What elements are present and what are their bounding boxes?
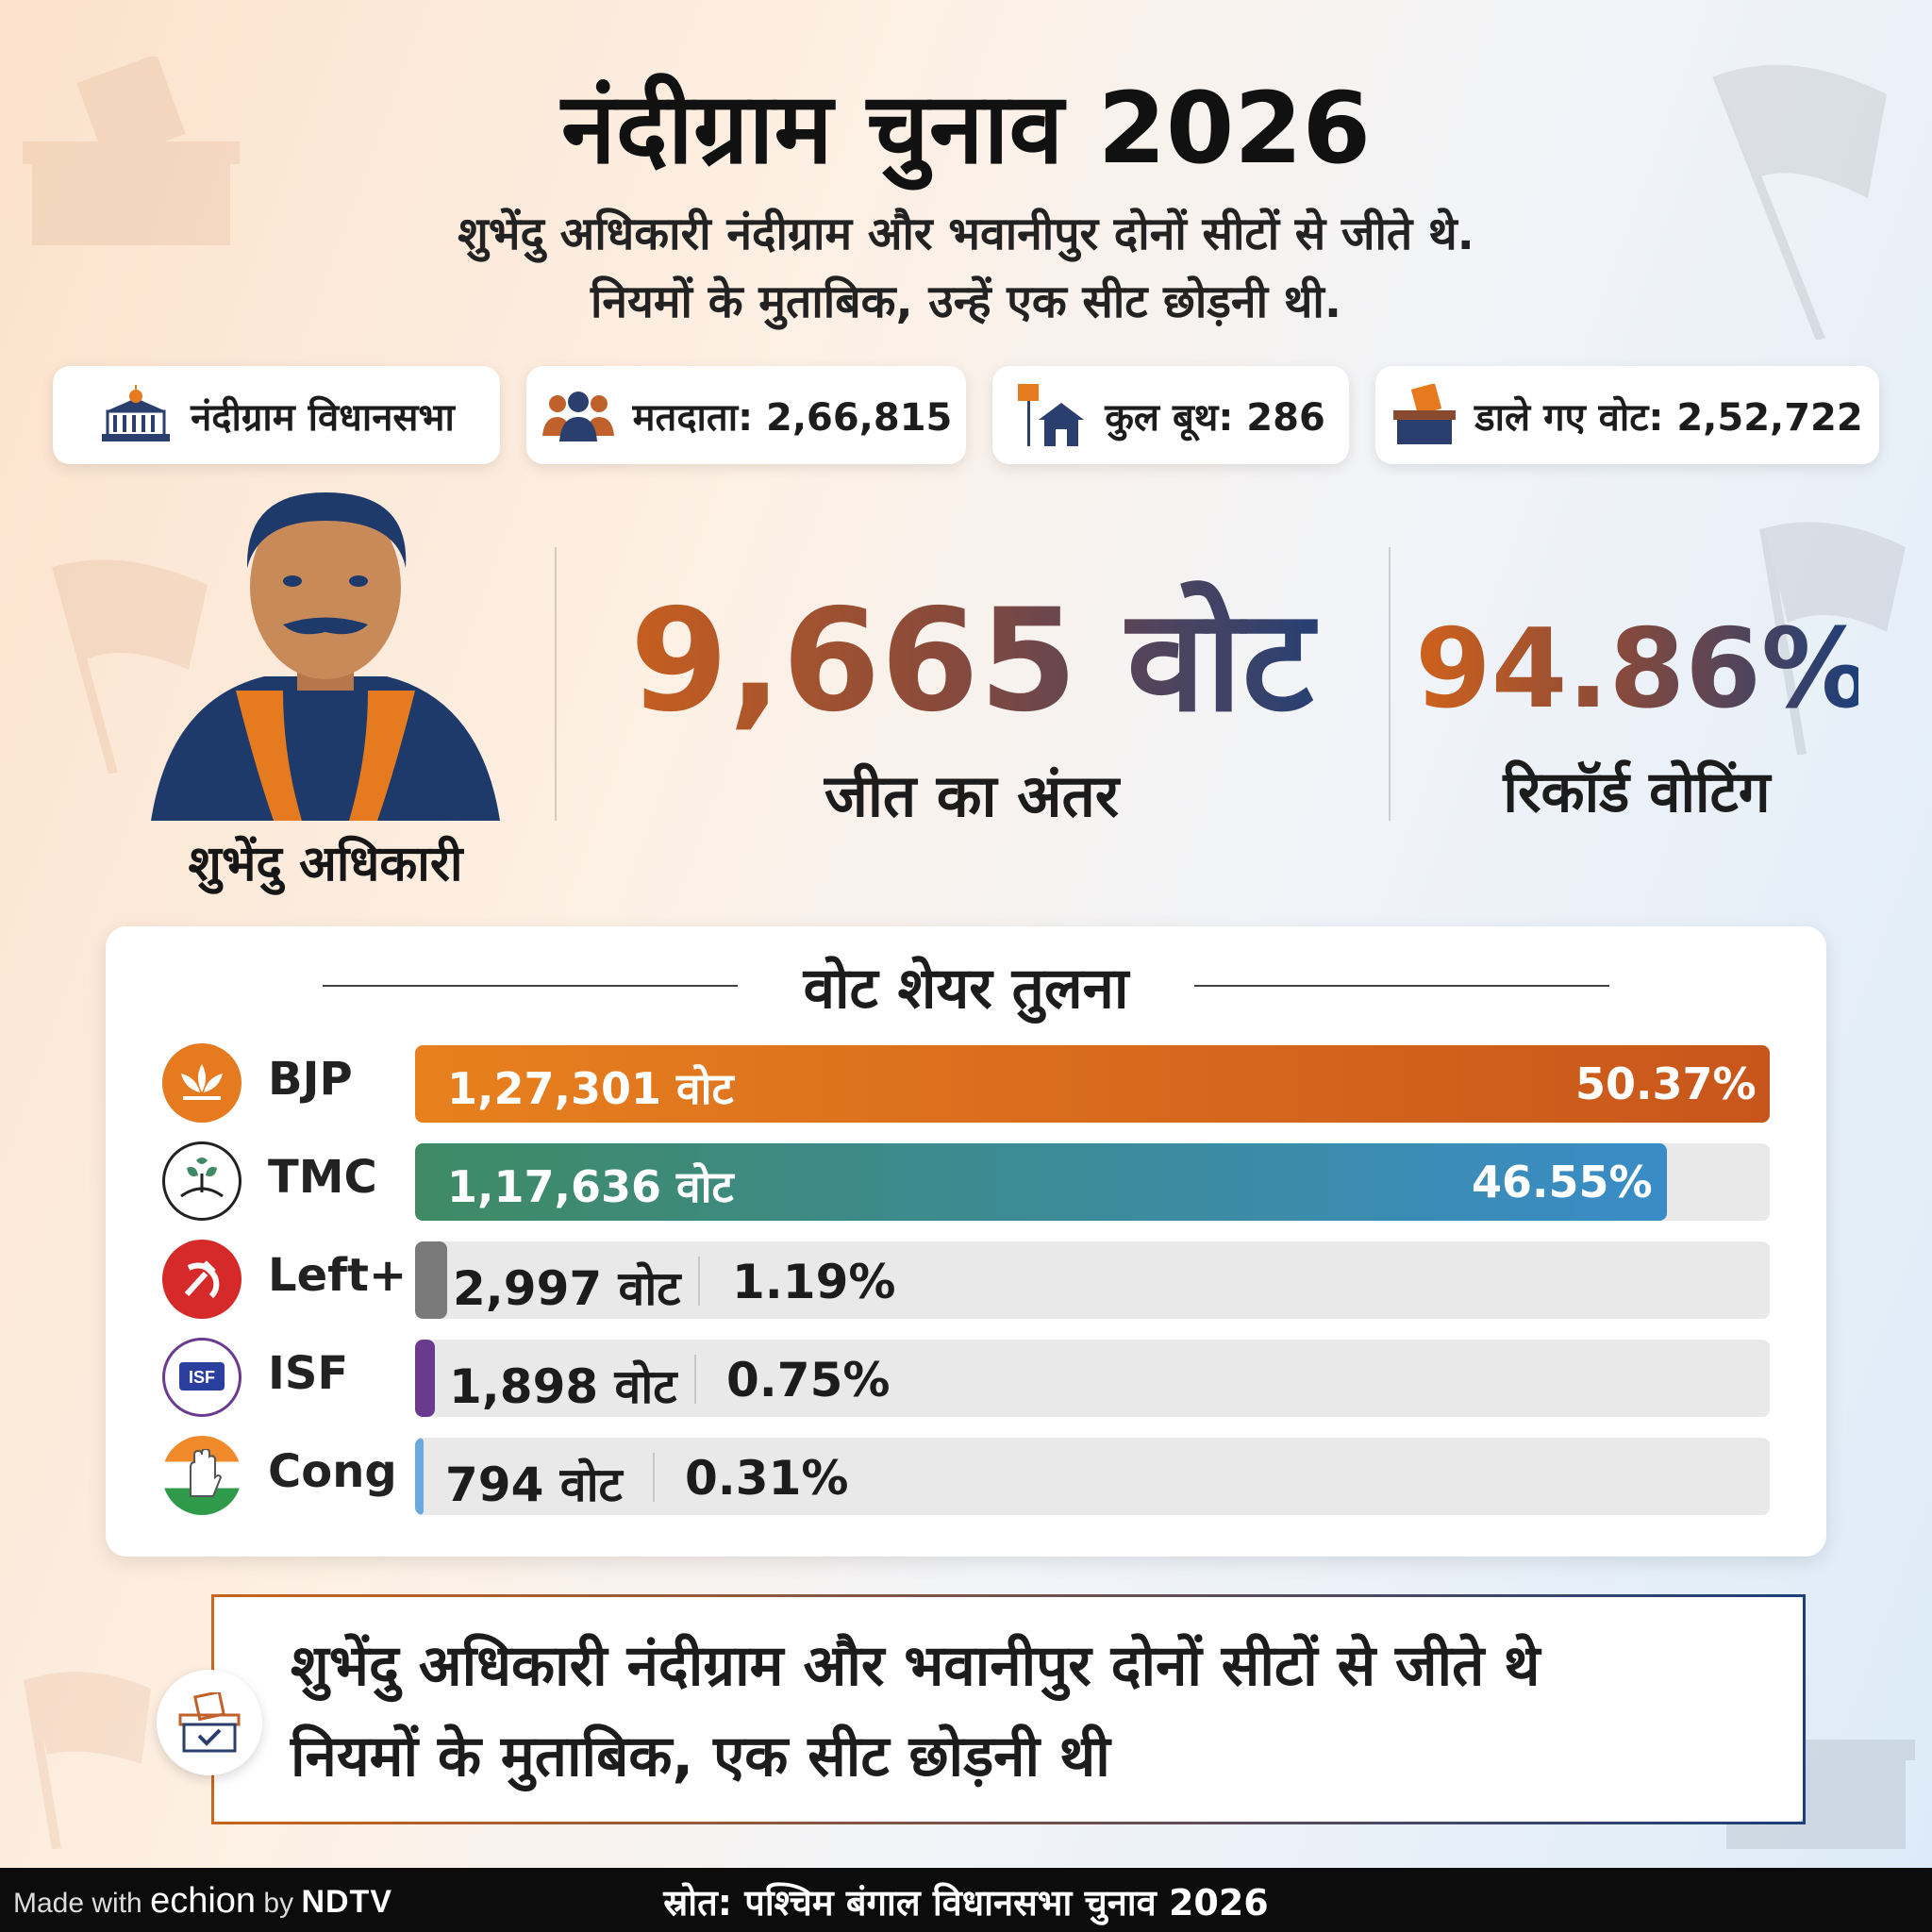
isf-flag-icon: ISF <box>162 1338 242 1417</box>
percent-label: 1.19% <box>732 1255 896 1309</box>
flag-bg-icon <box>1712 64 1887 340</box>
svg-text:ISF: ISF <box>189 1368 215 1387</box>
stat-assembly-label: नंदीग्राम विधानसभा <box>191 395 455 440</box>
divider <box>1389 547 1391 821</box>
win-margin-label: जीत का अंतर <box>824 761 1120 830</box>
stat-voters-label: मतदाता: 2,66,815 <box>632 395 953 440</box>
title-rule-left <box>323 985 738 987</box>
note-text: शुभेंदु अधिकारी नंदीग्राम और भवानीपुर दो… <box>291 1621 1800 1802</box>
echion-logo: echion <box>150 1881 257 1921</box>
stat-card-booths: कुल बूथ: 286 <box>992 366 1349 464</box>
chart-row-isf: ISF ISF 1,898 वोट 0.75% <box>162 1338 1785 1417</box>
congress-hand-icon <box>162 1436 242 1515</box>
bar-track: 794 वोट 0.31% <box>415 1438 1770 1515</box>
stat-booths-label: कुल बूथ: 286 <box>1105 395 1325 440</box>
candidate-name: शुभेंदु अधिकारी <box>188 836 463 892</box>
percent-label: 50.37% <box>1575 1058 1757 1109</box>
note-line-1: शुभेंदु अधिकारी नंदीग्राम और भवानीपुर दो… <box>291 1633 1541 1699</box>
ndtv-logo: NDTV <box>301 1884 392 1920</box>
chart-row-left: Left+ 2,997 वोट 1.19% <box>162 1240 1785 1319</box>
turnout-value: 94.86% <box>1415 606 1872 733</box>
turnout-label: रिकॉर्ड वोटिंग <box>1503 759 1771 825</box>
chart-row-bjp: BJP 1,27,301 वोट 50.37% <box>162 1043 1785 1123</box>
flag-bg-icon <box>1759 522 1906 755</box>
flag-bg-icon <box>24 1672 151 1849</box>
bar-track: 2,997 वोट 1.19% <box>415 1241 1770 1319</box>
bar-track: 1,17,636 वोट 46.55% <box>415 1143 1770 1221</box>
hammer-sickle-icon <box>162 1240 242 1319</box>
tmc-flower-icon <box>162 1141 242 1221</box>
divider <box>555 547 557 821</box>
bar-isf <box>415 1340 436 1417</box>
flag-bg-icon <box>52 559 208 774</box>
footer-bar: Made with echion by NDTV स्रोत: पश्चिम ब… <box>0 1868 1932 1932</box>
votes-label: 1,898 वोट <box>449 1359 677 1414</box>
ballot-box-icon <box>1393 384 1457 444</box>
chart-title: वोट शेयर तुलना <box>803 956 1129 1022</box>
stat-votes-cast-label: डाले गए वोट: 2,52,722 <box>1474 395 1863 440</box>
win-margin-value: 9,665 वोट <box>585 558 1358 751</box>
votes-label: 794 वोट <box>445 1457 623 1512</box>
candidate-portrait <box>151 492 500 821</box>
chart-row-tmc: TMC 1,17,636 वोट 46.55% <box>162 1141 1785 1221</box>
party-name: BJP <box>268 1053 353 1106</box>
votes-label: 2,997 वोट <box>453 1261 681 1316</box>
percent-label: 0.31% <box>685 1451 849 1506</box>
note-box <box>211 1594 1806 1824</box>
bar-left <box>415 1241 447 1319</box>
note-line-2: नियमों के मुताबिक, एक सीट छोड़नी थी <box>291 1724 1110 1790</box>
percent-label: 0.75% <box>726 1353 891 1407</box>
stat-card-voters: मतदाता: 2,66,815 <box>526 366 966 464</box>
bar-track: 1,898 वोट 0.75% <box>415 1340 1770 1417</box>
votes-label: 1,27,301 वोट <box>447 1063 734 1114</box>
party-name: ISF <box>268 1347 349 1400</box>
subtitle-line-2: नियमों के मुताबिक, उन्हें एक सीट छोड़नी … <box>590 275 1342 328</box>
polling-booth-icon <box>1018 384 1085 446</box>
source-text: स्रोत: पश्चिम बंगाल विधानसभा चुनाव 2026 <box>663 1882 1269 1924</box>
made-with-text: Made with <box>13 1888 142 1919</box>
separator <box>653 1453 655 1502</box>
bjp-lotus-icon <box>162 1043 242 1123</box>
subtitle-line-1: शुभेंदु अधिकारी नंदीग्राम और भवानीपुर दो… <box>458 208 1474 260</box>
made-with-credit: Made with echion by NDTV <box>13 1881 392 1922</box>
votes-label: 1,17,636 वोट <box>447 1161 734 1212</box>
by-text: by <box>263 1888 294 1919</box>
separator <box>698 1257 700 1306</box>
party-name: TMC <box>268 1151 377 1204</box>
voters-group-icon <box>541 391 614 441</box>
separator <box>694 1355 696 1404</box>
percent-label: 46.55% <box>1472 1157 1653 1208</box>
bar-tmc <box>415 1143 1668 1221</box>
vote-share-chart: वोट शेयर तुलना BJP 1,27,301 वोट 50.37% T… <box>106 926 1826 1557</box>
ballot-box-bg-icon <box>23 57 240 245</box>
page-title: नंदीग्राम चुनाव 2026 <box>560 71 1372 186</box>
ballot-box-icon <box>157 1670 262 1775</box>
bar-track: 1,27,301 वोट 50.37% <box>415 1045 1770 1123</box>
bar-bjp <box>415 1045 1770 1123</box>
chart-row-cong: Cong 794 वोट 0.31% <box>162 1436 1785 1515</box>
stat-card-assembly: नंदीग्राम विधानसभा <box>53 366 500 464</box>
title-rule-right <box>1194 985 1609 987</box>
assembly-building-icon <box>102 385 171 441</box>
party-name: Cong <box>268 1445 397 1498</box>
party-name: Left+ <box>268 1249 408 1302</box>
page-subtitle: शुभेंदु अधिकारी नंदीग्राम और भवानीपुर दो… <box>0 200 1932 336</box>
stat-card-votes-cast: डाले गए वोट: 2,52,722 <box>1375 366 1879 464</box>
bar-cong <box>415 1438 424 1515</box>
